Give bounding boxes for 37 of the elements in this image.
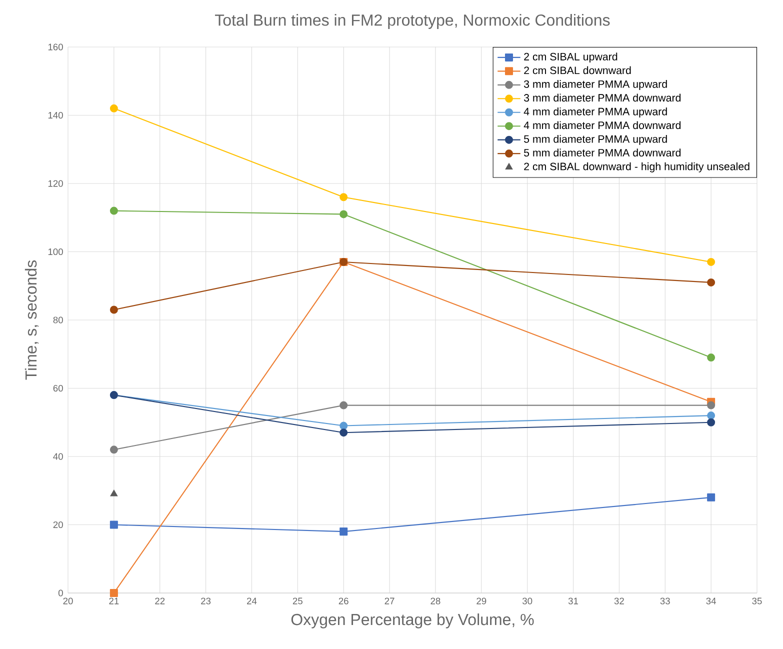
x-tick-label: 26	[338, 598, 348, 604]
y-tick-label: 60	[53, 384, 63, 392]
y-tick-label: 20	[53, 521, 63, 528]
x-tick-label: 30	[522, 598, 532, 604]
legend-label: 2 cm SIBAL upward	[524, 52, 618, 63]
x-tick-label: 20	[63, 598, 73, 604]
x-tick-label: 22	[155, 598, 165, 604]
x-tick-label: 23	[201, 598, 211, 604]
legend-label: 3 mm diameter PMMA downward	[524, 94, 681, 102]
y-tick-label: 100	[48, 248, 63, 256]
x-tick-label: 34	[706, 598, 716, 604]
x-tick-label: 25	[292, 598, 302, 604]
legend-label: 2 cm SIBAL downward - high humidity unsealed	[524, 162, 750, 172]
x-tick-label: 28	[430, 598, 440, 604]
y-tick-label: 40	[53, 453, 63, 460]
y-tick-label: 140	[48, 112, 63, 119]
y-axis-title: Time, s, seconds	[24, 260, 39, 380]
y-tick-label: 0	[58, 590, 63, 596]
chart-title: Total Burn times in FM2 prototype, Normoxic Conditions	[215, 14, 610, 29]
legend-label: 2 cm SIBAL downward	[524, 66, 631, 74]
y-tick-label: 160	[48, 44, 63, 50]
legend-label: 5 mm diameter PMMA downward	[524, 148, 681, 157]
x-tick-label: 24	[247, 598, 257, 604]
legend-label: 3 mm diameter PMMA upward	[524, 80, 667, 90]
legend-label: 5 mm diameter PMMA upward	[524, 134, 667, 145]
y-tick-label: 120	[48, 180, 63, 187]
x-tick-label: 27	[384, 598, 394, 604]
legend-label: 4 mm diameter PMMA downward	[524, 121, 681, 130]
x-tick-label: 31	[568, 598, 578, 604]
x-tick-label: 33	[660, 598, 670, 604]
x-tick-label: 32	[614, 598, 624, 604]
legend-label: 4 mm diameter PMMA upward	[524, 108, 667, 118]
x-tick-label: 29	[476, 598, 486, 604]
x-tick-label: 21	[109, 598, 119, 604]
x-axis-title: Oxygen Percentage by Volume, %	[291, 613, 534, 628]
x-tick-label: 35	[752, 598, 762, 604]
y-tick-label: 80	[53, 316, 63, 324]
